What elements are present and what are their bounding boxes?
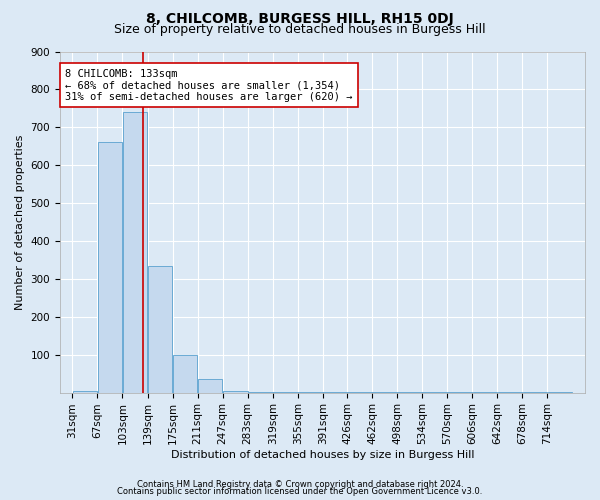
Text: Contains HM Land Registry data © Crown copyright and database right 2024.: Contains HM Land Registry data © Crown c… — [137, 480, 463, 489]
Bar — [173, 354, 197, 393]
Y-axis label: Number of detached properties: Number of detached properties — [15, 134, 25, 310]
Bar — [73, 390, 97, 392]
Bar — [122, 112, 148, 392]
Bar — [148, 266, 172, 392]
Text: Contains public sector information licensed under the Open Government Licence v3: Contains public sector information licen… — [118, 487, 482, 496]
Text: 8 CHILCOMB: 133sqm
← 68% of detached houses are smaller (1,354)
31% of semi-deta: 8 CHILCOMB: 133sqm ← 68% of detached hou… — [65, 68, 352, 102]
Text: Size of property relative to detached houses in Burgess Hill: Size of property relative to detached ho… — [114, 22, 486, 36]
Text: 8, CHILCOMB, BURGESS HILL, RH15 0DJ: 8, CHILCOMB, BURGESS HILL, RH15 0DJ — [146, 12, 454, 26]
Bar — [98, 142, 122, 392]
Bar — [223, 390, 248, 392]
Bar — [198, 380, 223, 392]
X-axis label: Distribution of detached houses by size in Burgess Hill: Distribution of detached houses by size … — [171, 450, 474, 460]
